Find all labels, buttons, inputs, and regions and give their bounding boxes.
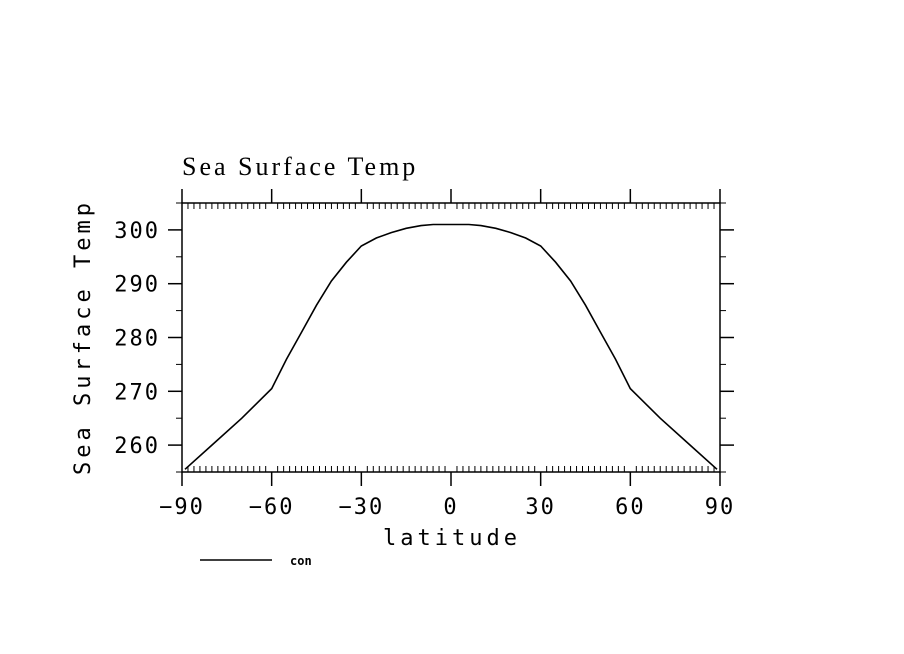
chart-title: Sea Surface Temp <box>182 152 418 181</box>
x-tick-label: 90 <box>705 495 736 520</box>
y-tick-label: 280 <box>114 327 160 352</box>
plot-frame <box>181 202 721 473</box>
y-tick-label: 300 <box>114 219 160 244</box>
x-tick-label: −30 <box>338 495 384 520</box>
x-tick-label: 30 <box>525 495 556 520</box>
y-axis-ticks <box>168 202 734 473</box>
x-axis-label: latitude <box>383 526 521 551</box>
x-tick-label: −90 <box>159 495 205 520</box>
legend-label-con: con <box>290 554 312 568</box>
y-tick-label: 270 <box>114 380 160 405</box>
legend: con <box>200 554 312 568</box>
y-tick-label: 260 <box>114 434 160 459</box>
y-tick-labels: 260 270 280 290 300 <box>114 219 160 459</box>
x-axis-ticks <box>181 189 721 486</box>
y-tick-label: 290 <box>114 273 160 298</box>
x-tick-label: 0 <box>443 495 458 520</box>
x-tick-label: −60 <box>249 495 295 520</box>
y-axis-label: Sea Surface Temp <box>71 199 96 475</box>
x-tick-label: 60 <box>615 495 646 520</box>
x-tick-labels: −90 −60 −30 0 30 60 90 <box>159 495 736 520</box>
series-line-con <box>184 223 718 470</box>
